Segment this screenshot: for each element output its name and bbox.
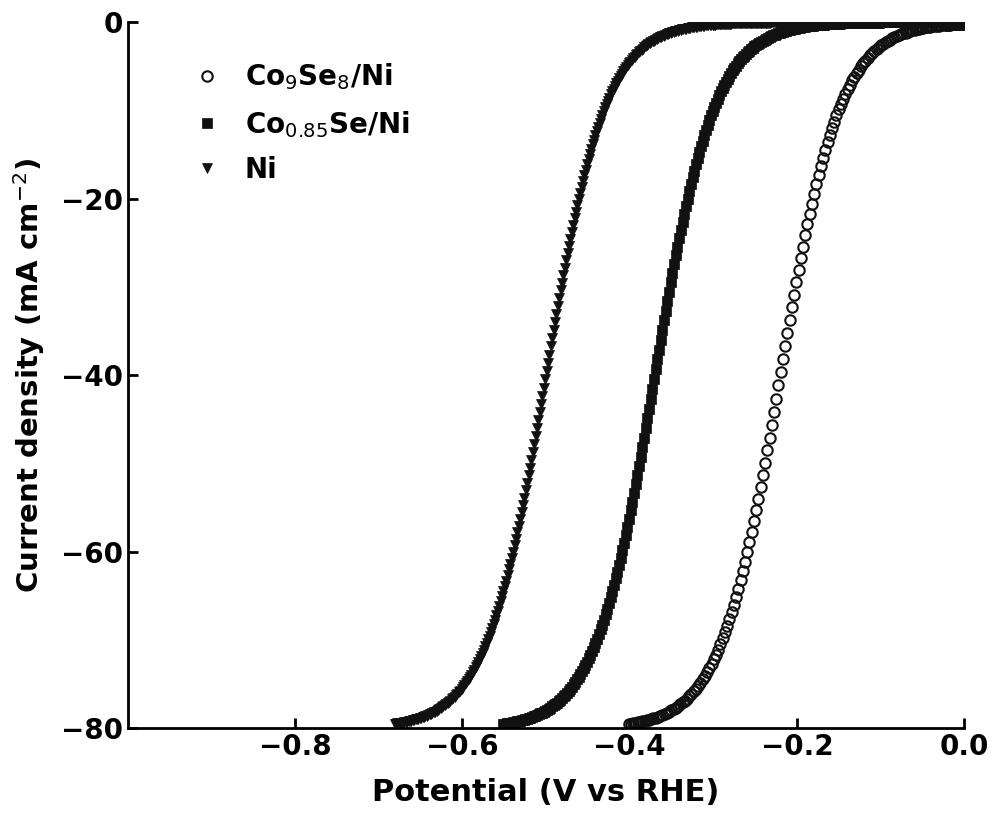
Co$_9$Se$_8$/Ni — [940, 20, 952, 29]
Co$_{0.85}$Se/Ni — [561, 688, 573, 698]
Y-axis label: Current density (mA cm$^{-2}$): Current density (mA cm$^{-2}$) — [11, 158, 47, 593]
Co$_9$Se$_8$/Ni — [634, 717, 646, 727]
Co$_9$Se$_8$/Ni — [752, 494, 764, 504]
Line: Co$_9$Se$_8$/Ni: Co$_9$Se$_8$/Ni — [624, 20, 951, 729]
Co$_{0.85}$Se/Ni — [497, 719, 509, 729]
Co$_9$Se$_8$/Ni — [650, 712, 662, 722]
Co$_{0.85}$Se/Ni — [815, 20, 827, 29]
Co$_9$Se$_8$/Ni — [623, 719, 635, 729]
Ni — [389, 719, 401, 729]
Ni — [439, 700, 451, 710]
Co$_{0.85}$Se/Ni — [725, 68, 737, 78]
Co$_{0.85}$Se/Ni — [718, 80, 730, 90]
Co$_9$Se$_8$/Ni — [764, 433, 776, 443]
Ni — [707, 20, 719, 29]
Co$_{0.85}$Se/Ni — [671, 242, 683, 252]
Co$_{0.85}$Se/Ni — [735, 54, 747, 64]
Ni — [543, 350, 555, 360]
Line: Ni: Ni — [389, 20, 718, 729]
Ni — [673, 25, 685, 35]
Co$_9$Se$_8$/Ni — [706, 659, 718, 669]
Legend: Co$_9$Se$_8$/Ni, Co$_{0.85}$Se/Ni, Ni: Co$_9$Se$_8$/Ni, Co$_{0.85}$Se/Ni, Ni — [175, 50, 420, 196]
Ni — [470, 663, 482, 672]
Line: Co$_{0.85}$Se/Ni: Co$_{0.85}$Se/Ni — [499, 20, 826, 729]
Ni — [580, 165, 592, 175]
X-axis label: Potential (V vs RHE): Potential (V vs RHE) — [372, 778, 720, 807]
Co$_9$Se$_8$/Ni — [730, 592, 742, 602]
Co$_{0.85}$Se/Ni — [713, 90, 725, 100]
Ni — [578, 170, 590, 180]
